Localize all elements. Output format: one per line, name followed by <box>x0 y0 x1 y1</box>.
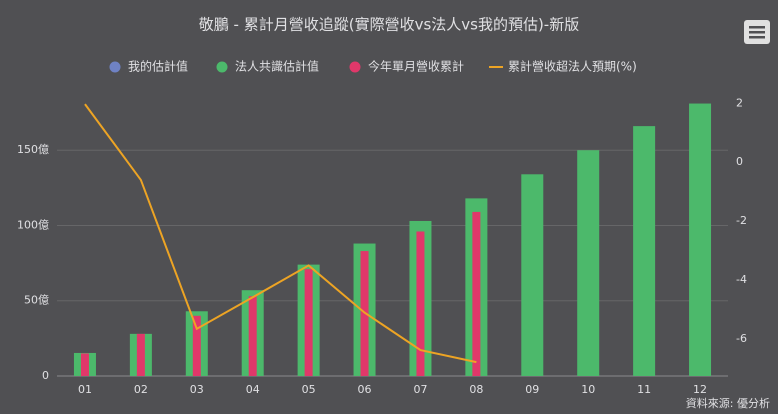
x-tick-label: 06 <box>358 383 372 396</box>
bar <box>248 296 257 376</box>
bar <box>304 269 313 376</box>
y2-tick-label: 2 <box>736 96 743 109</box>
x-tick-label: 05 <box>302 383 316 396</box>
legend-label: 今年單月營收累計 <box>368 59 464 74</box>
y2-tick-label: 0 <box>736 155 743 168</box>
x-tick-label: 01 <box>78 383 92 396</box>
legend-swatch <box>109 61 121 73</box>
x-tick-label: 08 <box>469 383 483 396</box>
y2-tick-label: -6 <box>736 332 747 345</box>
y2-tick-label: -2 <box>736 214 747 227</box>
bar <box>192 315 201 376</box>
bar <box>689 103 712 377</box>
source-credit: 資料來源: 優分析 <box>686 396 770 410</box>
menu-button[interactable] <box>744 20 770 44</box>
chart-title: 敬鵬 - 累計月營收追蹤(實際營收vs法人vs我的預估)-新版 <box>199 16 579 34</box>
menu-bar <box>749 36 765 39</box>
legend-swatch <box>216 61 228 73</box>
menu-bar <box>749 26 765 29</box>
bar <box>80 353 89 376</box>
x-tick-label: 03 <box>190 383 204 396</box>
legend-swatch <box>349 61 361 73</box>
legend-label: 法人共識估計值 <box>235 59 319 74</box>
y-tick-label: 100億 <box>17 218 49 231</box>
y2-tick-label: -4 <box>736 273 747 286</box>
x-tick-label: 02 <box>134 383 148 396</box>
bar <box>472 211 481 376</box>
x-tick-label: 07 <box>413 383 427 396</box>
y-tick-label: 150億 <box>17 143 49 156</box>
x-tick-label: 10 <box>581 383 595 396</box>
bar <box>577 150 600 376</box>
legend-label: 我的估計值 <box>128 59 188 74</box>
legend-label: 累計營收超法人預期(%) <box>508 59 637 74</box>
y-tick-label: 0 <box>42 369 49 382</box>
x-tick-label: 09 <box>525 383 539 396</box>
x-tick-label: 12 <box>693 383 707 396</box>
line <box>84 103 477 364</box>
y-tick-label: 50億 <box>24 294 49 307</box>
x-tick-label: 04 <box>246 383 260 396</box>
bar <box>521 174 544 376</box>
menu-bar <box>749 31 765 34</box>
bar <box>633 126 656 376</box>
x-tick-label: 11 <box>637 383 651 396</box>
bar <box>136 333 145 376</box>
bar <box>416 231 425 376</box>
